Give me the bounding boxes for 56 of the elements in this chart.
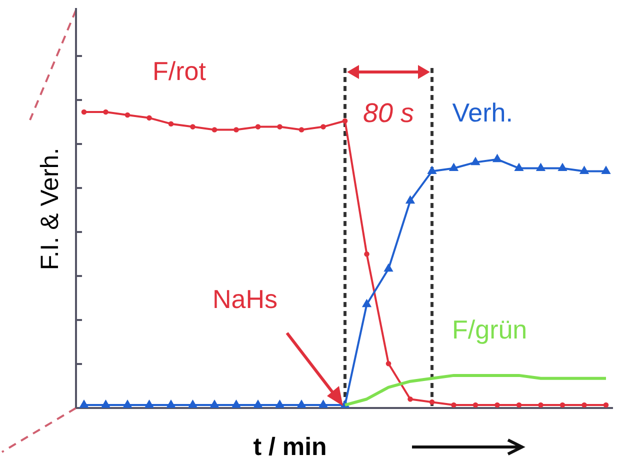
annotation: NaHs <box>212 284 278 314</box>
point <box>124 112 130 118</box>
point <box>320 124 326 130</box>
point <box>470 156 480 166</box>
series-label: Verh. <box>452 97 513 128</box>
point <box>168 121 174 126</box>
point <box>472 402 478 408</box>
point <box>536 162 546 172</box>
point <box>603 402 609 408</box>
point <box>255 124 261 130</box>
point <box>146 115 152 121</box>
point <box>516 402 522 408</box>
point <box>405 195 416 204</box>
point <box>103 109 108 115</box>
point <box>492 154 502 162</box>
point <box>188 399 198 408</box>
point <box>384 263 394 272</box>
point <box>144 399 154 408</box>
point <box>234 127 239 132</box>
point <box>298 127 304 132</box>
point <box>448 162 459 172</box>
point <box>274 399 285 408</box>
point <box>514 162 524 172</box>
point <box>364 251 370 257</box>
point <box>318 399 328 408</box>
point <box>190 124 196 130</box>
x-axis-title: t / min <box>253 433 327 461</box>
point <box>212 127 218 132</box>
point <box>296 399 306 408</box>
point <box>386 360 392 366</box>
series-label: F/grün <box>452 314 528 344</box>
point <box>362 298 372 308</box>
point <box>81 109 87 115</box>
y-axis-title: F.I. & Verh. <box>36 148 64 270</box>
point <box>253 399 263 408</box>
point <box>231 399 242 408</box>
point <box>427 166 437 174</box>
point <box>560 402 566 408</box>
point <box>277 124 282 130</box>
series-label: F/rot <box>152 56 207 86</box>
point <box>494 402 500 408</box>
point <box>166 399 176 408</box>
point <box>582 402 587 408</box>
annotation: 80 s <box>362 98 414 128</box>
point <box>429 399 435 405</box>
point <box>451 402 456 408</box>
point <box>210 399 220 408</box>
point <box>601 166 611 174</box>
point <box>79 399 89 408</box>
point <box>558 162 568 172</box>
point <box>342 118 348 124</box>
point <box>408 396 413 402</box>
point <box>538 402 544 408</box>
point <box>579 166 590 174</box>
point <box>122 399 132 408</box>
point <box>100 399 111 408</box>
